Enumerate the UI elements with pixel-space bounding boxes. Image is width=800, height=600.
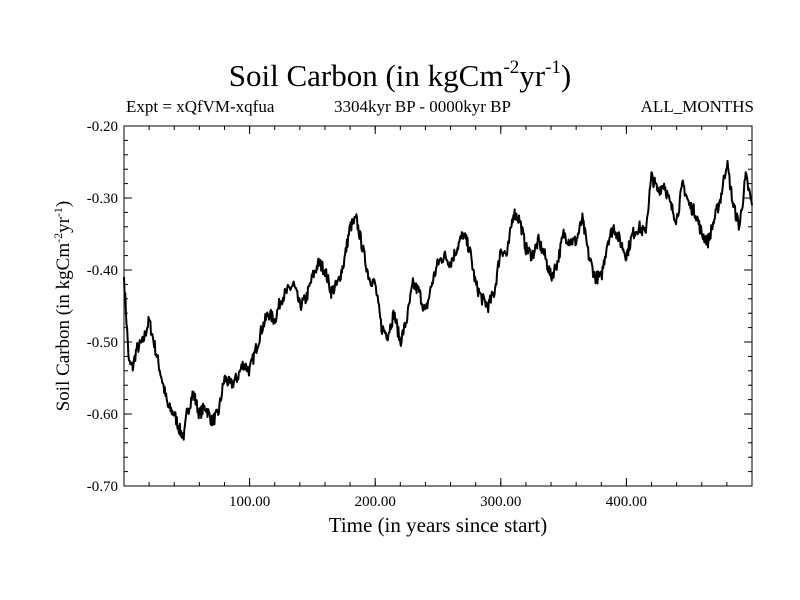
x-tick-label: 300.00 [480,494,521,510]
plot-frame [123,125,753,487]
chart-title: Soil Carbon (in kgCm-2yr-1) [228,57,572,93]
y-tick-label: -0.60 [87,407,118,423]
x-axis-label: Time (in years since start) [329,513,548,537]
experiment-label: Expt = xQfVM-xqfua [126,97,275,116]
y-tick-label: -0.40 [87,263,118,279]
y-axis-label: Soil Carbon (in kgCm-2yr-1) [51,201,74,412]
y-tick-label: -0.50 [87,335,118,351]
y-tick-label: -0.30 [87,191,118,207]
x-tick-label: 200.00 [355,494,396,510]
series-line [123,159,753,441]
months-label: ALL_MONTHS [640,97,754,116]
y-tick-label: -0.20 [87,119,118,135]
x-tick-label: 100.00 [229,494,270,510]
y-tick-label: -0.70 [87,479,118,495]
period-label: 3304kyr BP - 0000kyr BP [334,97,511,116]
x-tick-label: 400.00 [606,494,647,510]
